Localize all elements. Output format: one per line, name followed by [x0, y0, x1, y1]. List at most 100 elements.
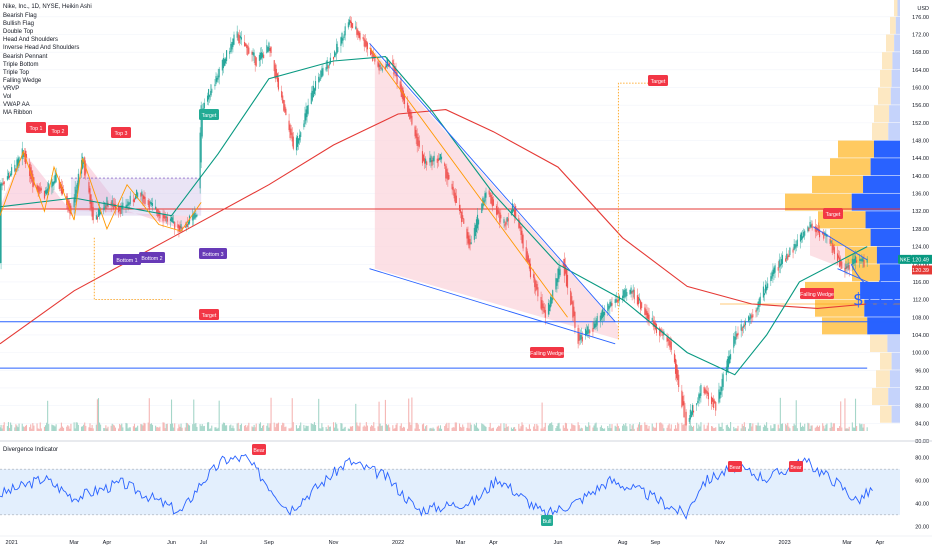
candle-body — [841, 261, 843, 269]
volume-bar — [777, 424, 779, 431]
volume-bar — [534, 423, 536, 431]
candle-body — [844, 267, 846, 272]
candle-body — [645, 309, 647, 315]
ma-green-line — [0, 56, 868, 376]
candle-body — [763, 293, 766, 296]
candle-body — [646, 311, 648, 319]
indicator-inverse-head-and-shoulders[interactable]: Inverse Head And Shoulders — [3, 45, 80, 52]
candle-body — [466, 228, 468, 239]
volume-bar — [514, 426, 516, 431]
volume-bar — [625, 423, 627, 431]
candle-body — [214, 84, 216, 87]
volume-bar — [392, 425, 394, 431]
volume-bar — [786, 425, 788, 431]
candle-body — [632, 289, 634, 293]
ticker-tag: NKE — [900, 257, 911, 263]
candle-body — [683, 401, 685, 418]
candle-body — [535, 280, 537, 292]
indicator-bearish-flag[interactable]: Bearish Flag — [3, 13, 37, 20]
price-tick: 92.00 — [915, 386, 929, 392]
candle-body — [310, 92, 312, 104]
volume-bar — [188, 425, 191, 431]
candle-body — [210, 90, 212, 96]
volume-bar — [550, 423, 552, 431]
candle-body — [283, 99, 285, 111]
volume-bar — [411, 397, 413, 431]
candle-body — [229, 51, 231, 55]
time-tick: Sep — [264, 540, 274, 546]
candle-body — [296, 135, 299, 147]
candle-body — [39, 187, 41, 192]
volume-bar — [778, 428, 780, 431]
candle-body — [503, 219, 505, 224]
volume-bar — [792, 425, 794, 431]
volume-bar — [88, 427, 90, 431]
candle-body — [715, 402, 717, 411]
volume-bar — [511, 428, 514, 431]
candle-body — [137, 192, 139, 198]
label-target-1: Target — [202, 113, 217, 119]
indicator-triple-bottom[interactable]: Triple Bottom — [3, 61, 39, 68]
indicator-bullish-flag[interactable]: Bullish Flag — [3, 21, 35, 28]
volume-bar — [698, 424, 700, 431]
candle-body — [366, 42, 368, 50]
volume-bar — [342, 428, 344, 431]
label-target-2: Target — [202, 313, 217, 319]
candle-body — [433, 155, 435, 162]
indicator-ma-ribbon[interactable]: MA Ribbon — [3, 110, 33, 117]
candle-body — [141, 191, 143, 196]
volume-bar — [660, 422, 662, 431]
indicator-head-and-shoulders[interactable]: Head And Shoulders — [3, 37, 59, 44]
candle-body — [129, 195, 131, 205]
candle-body — [638, 298, 641, 301]
volume-bar — [244, 425, 246, 431]
indicator-triple-top[interactable]: Triple Top — [3, 69, 30, 76]
volume-bar — [655, 422, 658, 431]
candle-body — [499, 212, 501, 223]
candle-body — [781, 255, 784, 264]
volume-bar — [114, 427, 116, 431]
candle-body — [673, 353, 676, 363]
indicator-vrvp[interactable]: VRVP — [3, 85, 20, 92]
indicator-vwap-aa[interactable]: VWAP AA — [3, 102, 30, 109]
indicator-bearish-pennant[interactable]: Bearish Pennant — [3, 53, 48, 60]
label-top-1: Top 1 — [30, 126, 43, 132]
candle-body — [104, 202, 106, 209]
vp-bar-blue — [889, 105, 900, 123]
candle-body — [848, 265, 850, 270]
candle-body — [446, 169, 448, 179]
projection-arrow — [850, 264, 885, 289]
indicator-falling-wedge[interactable]: Falling Wedge — [3, 77, 42, 84]
candle-body — [74, 186, 76, 203]
price-tick: 140.00 — [912, 174, 929, 180]
candle-body — [677, 369, 679, 381]
volume-bar — [289, 428, 291, 431]
volume-bar — [593, 425, 595, 431]
candle-body — [770, 276, 772, 282]
vp-bar-blue — [894, 34, 900, 52]
volume-bar — [586, 426, 588, 431]
candle-body — [737, 332, 739, 336]
candle-body — [511, 203, 514, 214]
candle-body — [236, 31, 238, 38]
candle-body — [856, 260, 858, 263]
volume-bar — [76, 422, 78, 431]
candle-body — [640, 300, 642, 310]
label-target-1-bg — [199, 109, 219, 120]
volume-bar — [641, 424, 643, 431]
indicator-vol[interactable]: Vol — [3, 94, 12, 101]
candle-body — [122, 202, 124, 210]
indicator-double-top[interactable]: Double Top — [3, 29, 34, 36]
candle-body — [795, 244, 797, 248]
candle-body — [311, 90, 313, 101]
candle-body — [342, 38, 344, 41]
candle-body — [177, 224, 179, 228]
volume-bar — [322, 427, 324, 431]
candle-body — [32, 173, 34, 187]
candle-body — [470, 242, 472, 245]
volume-bar — [143, 422, 145, 431]
volume-bar — [706, 425, 708, 431]
volume-bar — [602, 428, 605, 431]
volume-bar — [251, 426, 253, 431]
